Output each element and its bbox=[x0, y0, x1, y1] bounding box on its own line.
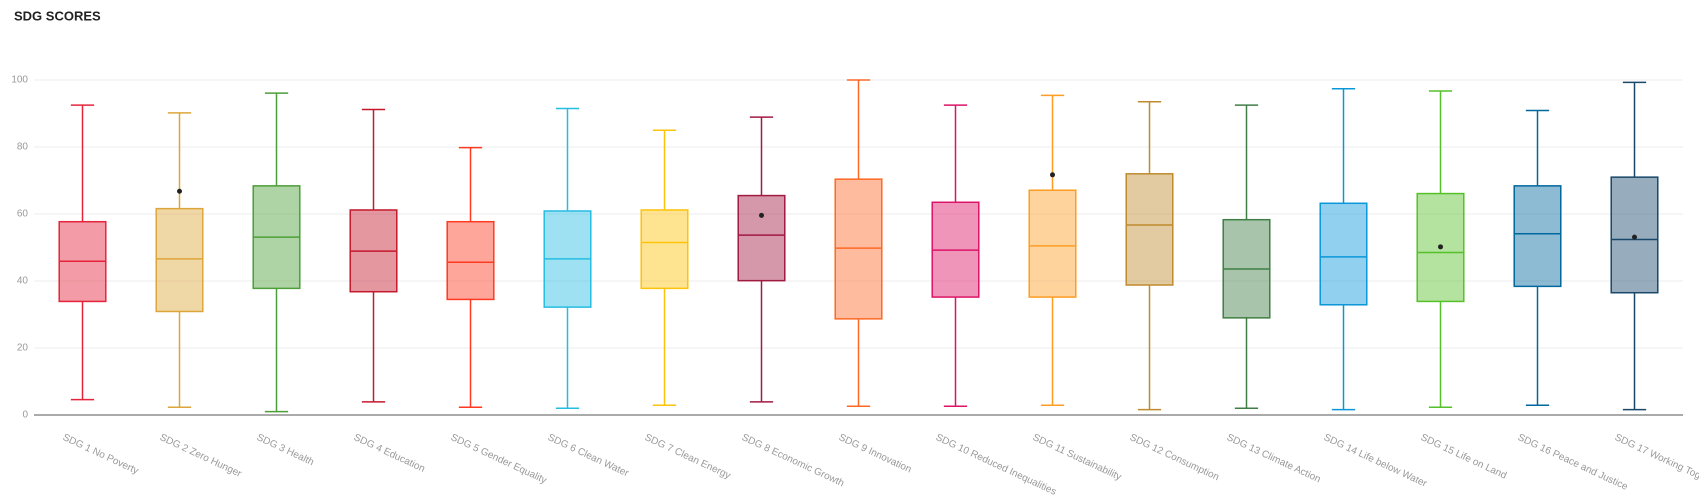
box bbox=[1513, 185, 1562, 288]
mean-dot bbox=[177, 188, 182, 194]
box bbox=[834, 178, 883, 320]
box bbox=[446, 220, 495, 301]
mean-dot bbox=[1050, 172, 1055, 178]
x-tick-label: SDG 12 Consumption bbox=[1128, 432, 1221, 483]
y-tick-label: 60 bbox=[17, 209, 29, 220]
x-tick-label: SDG 1 No Poverty bbox=[61, 432, 140, 477]
chart-title: SDG SCORES bbox=[14, 8, 101, 23]
x-tick-label: SDG 15 Life on Land bbox=[1419, 432, 1508, 481]
x-tick-label: SDG 7 Clean Energy bbox=[643, 432, 732, 481]
box bbox=[155, 207, 204, 313]
mean-dot bbox=[1438, 244, 1443, 250]
x-tick-label: SDG 4 Education bbox=[352, 432, 427, 475]
box bbox=[737, 194, 786, 282]
x-tick-label: SDG 14 Life below Water bbox=[1322, 432, 1429, 490]
mean-dot bbox=[1632, 234, 1637, 240]
x-tick-label: SDG 9 Innovation bbox=[837, 432, 913, 475]
x-tick-label: SDG 6 Clean Water bbox=[546, 432, 631, 479]
x-tick-label: SDG 13 Climate Action bbox=[1225, 432, 1322, 485]
y-tick-label: 80 bbox=[17, 142, 29, 153]
x-tick-label: SDG 2 Zero Hunger bbox=[158, 432, 244, 480]
box bbox=[1028, 189, 1077, 298]
y-tick-label: 0 bbox=[22, 410, 28, 421]
y-tick-label: 100 bbox=[11, 75, 28, 86]
x-tick-label: SDG 8 Economic Growth bbox=[740, 432, 846, 489]
box bbox=[1319, 202, 1368, 306]
x-tick-label: SDG 5 Gender Equality bbox=[449, 432, 548, 486]
y-tick-label: 20 bbox=[17, 343, 29, 354]
mean-dot bbox=[759, 212, 764, 218]
box bbox=[640, 209, 689, 290]
y-tick-label: 40 bbox=[17, 276, 29, 287]
box bbox=[1125, 173, 1174, 286]
x-tick-label: SDG 11 Sustainability bbox=[1031, 432, 1123, 483]
x-tick-label: SDG 3 Health bbox=[255, 432, 316, 468]
